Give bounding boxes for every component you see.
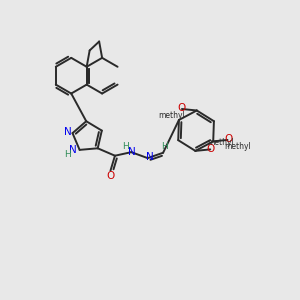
Text: N: N — [128, 147, 136, 157]
Text: H: H — [161, 142, 168, 151]
Text: methyl: methyl — [224, 142, 251, 151]
Text: methyl: methyl — [207, 138, 234, 147]
Text: N: N — [64, 127, 71, 137]
Text: O: O — [207, 144, 215, 154]
Text: O: O — [106, 171, 114, 181]
Text: N: N — [69, 146, 77, 155]
Text: methyl: methyl — [158, 111, 185, 120]
Text: O: O — [177, 103, 185, 113]
Text: H: H — [123, 142, 129, 151]
Text: O: O — [224, 134, 232, 144]
Text: N: N — [146, 152, 154, 162]
Text: H: H — [64, 149, 71, 158]
